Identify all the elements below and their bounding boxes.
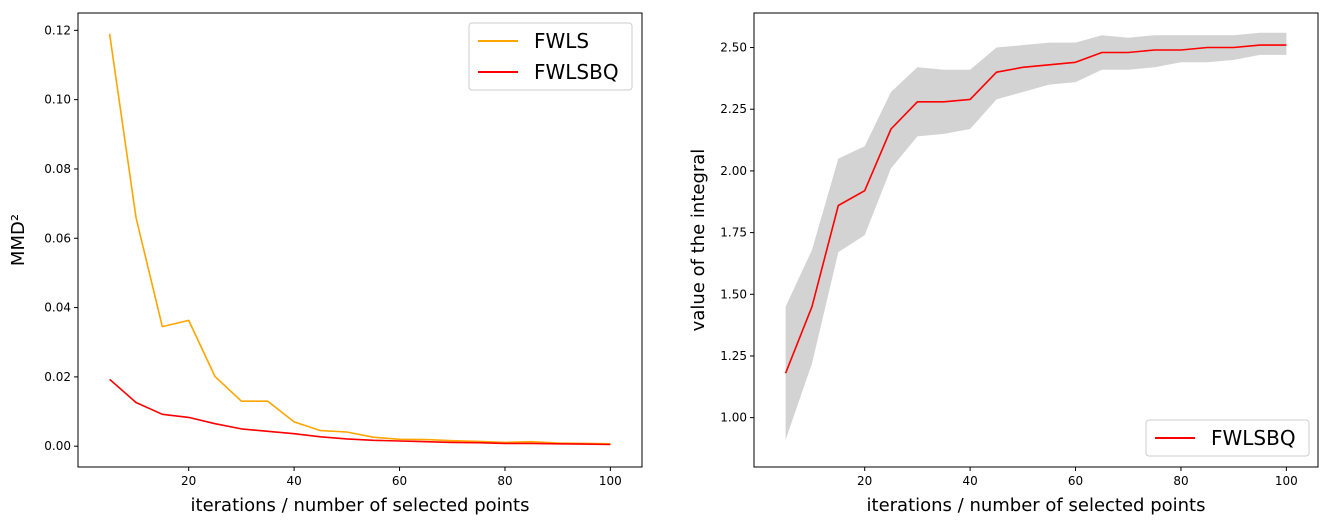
integral-legend-box [1145, 419, 1310, 457]
mmd-y-tick-label: 0.00 [44, 439, 71, 453]
integral-y-tick-label: 1.00 [720, 411, 747, 425]
mmd-legend: FWLS FWLSBQ [468, 22, 633, 91]
mmd-x-tick-label: 100 [599, 474, 622, 488]
integral-y-tick-label: 2.25 [720, 102, 747, 116]
integral-x-tick-label: 60 [1068, 474, 1083, 488]
integral-y-tick-label: 1.50 [720, 287, 747, 301]
mmd-x-axis-label: iterations / number of selected points [191, 495, 530, 516]
integral-y-tick-label: 1.25 [720, 349, 747, 363]
mmd-plot-lines [108, 33, 611, 446]
mmd-y-tick-label: 0.08 [44, 162, 71, 176]
mmd-y-axis: 0.00 0.02 0.04 0.06 0.08 0.10 0.12 [44, 23, 78, 453]
integral-y-tick-label: 1.75 [720, 226, 747, 240]
mmd-legend-label-fwls: FWLS [534, 29, 589, 53]
integral-legend: FWLSBQ [1145, 419, 1310, 457]
mmd-series-line-fwls [108, 33, 611, 445]
mmd-chart: 20 40 60 80 100 0.00 0.02 0.04 0.06 0.08 0.10 0.12… [8, 12, 643, 516]
integral-series-line-fwlsbq [784, 44, 1287, 374]
integral-y-tick-label: 2.50 [720, 41, 747, 55]
integral-chart: 20 40 60 80 100 1.00 1.25 1.50 1.75 2.00 2.25 2.50… [688, 12, 1319, 516]
integral-y-tick-label: 2.00 [720, 164, 747, 178]
mmd-series-line-fwlsbq [109, 378, 611, 446]
mmd-x-tick-label: 40 [286, 474, 301, 488]
integral-plot-area [784, 32, 1287, 440]
mmd-y-tick-label: 0.10 [44, 93, 71, 107]
mmd-y-tick-label: 0.02 [44, 370, 71, 384]
mmd-legend-label-fwlsbq: FWLSBQ [534, 60, 619, 84]
integral-y-axis-label: value of the integral [688, 149, 709, 332]
mmd-y-tick-label: 0.04 [44, 301, 71, 315]
mmd-y-tick-label: 0.12 [44, 23, 71, 37]
mmd-x-tick-label: 20 [181, 474, 196, 488]
integral-x-axis: 20 40 60 80 100 [857, 467, 1298, 488]
mmd-x-axis: 20 40 60 80 100 [181, 467, 622, 488]
mmd-x-tick-label: 80 [497, 474, 512, 488]
integral-axes-frame [753, 12, 1319, 468]
mmd-x-tick-label: 60 [392, 474, 407, 488]
integral-legend-label-fwlsbq: FWLSBQ [1211, 426, 1296, 450]
integral-y-axis: 1.00 1.25 1.50 1.75 2.00 2.25 2.50 [720, 41, 754, 425]
mmd-y-axis-label: MMD² [8, 214, 29, 266]
integral-x-tick-label: 20 [857, 474, 872, 488]
integral-x-tick-label: 100 [1275, 474, 1298, 488]
integral-x-axis-label: iterations / number of selected points [867, 495, 1206, 516]
integral-confidence-band [785, 32, 1287, 440]
integral-x-tick-label: 40 [962, 474, 977, 488]
mmd-axes-frame [77, 12, 643, 468]
integral-x-tick-label: 80 [1173, 474, 1188, 488]
mmd-y-tick-label: 0.06 [44, 231, 71, 245]
mmd-legend-box [468, 22, 633, 91]
